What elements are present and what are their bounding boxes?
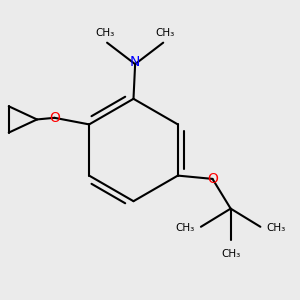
Text: O: O — [49, 111, 60, 125]
Text: CH₃: CH₃ — [221, 249, 240, 259]
Text: O: O — [207, 172, 218, 186]
Text: CH₃: CH₃ — [96, 28, 115, 38]
Text: N: N — [130, 56, 140, 70]
Text: CH₃: CH₃ — [176, 224, 195, 233]
Text: CH₃: CH₃ — [155, 28, 175, 38]
Text: CH₃: CH₃ — [267, 224, 286, 233]
